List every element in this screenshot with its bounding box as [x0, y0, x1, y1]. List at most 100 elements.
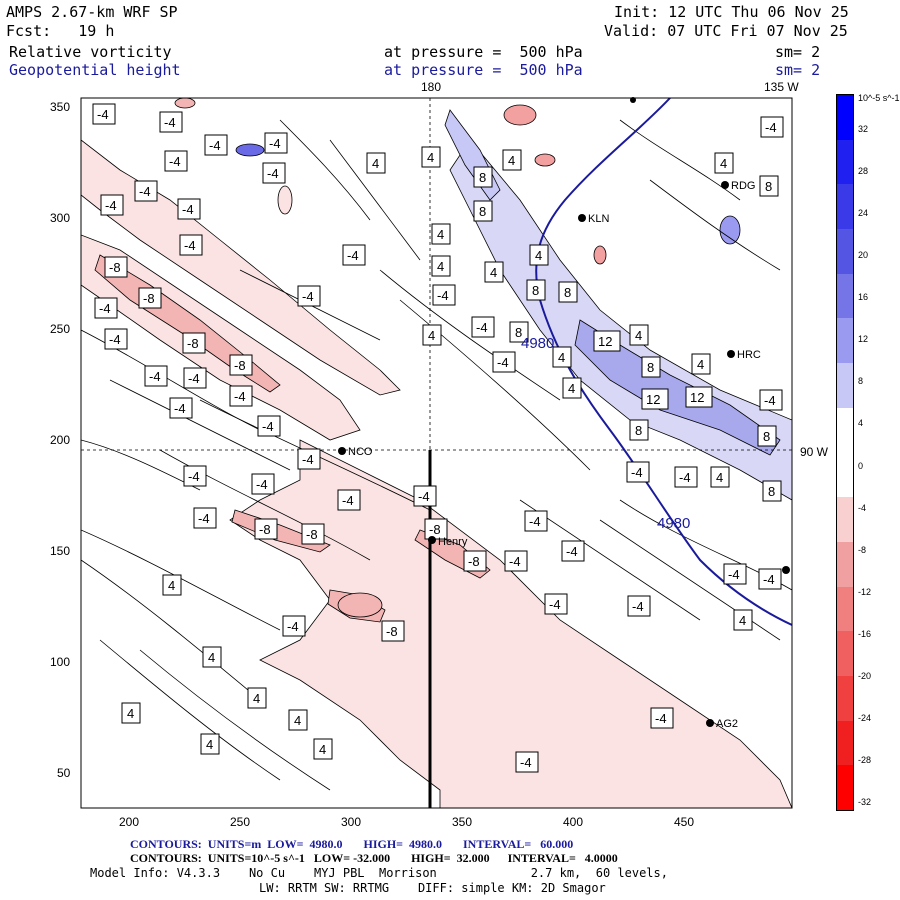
field1-name: Relative vorticity: [9, 43, 172, 61]
colorbar-tick-label: 20: [858, 250, 869, 261]
svg-text:4: 4: [319, 742, 326, 757]
svg-text:-4: -4: [529, 514, 541, 529]
neg-vort-band-nw2: [81, 139, 401, 396]
svg-text:8: 8: [768, 484, 775, 499]
colorbar-tick-label: 28: [858, 166, 869, 177]
svg-text:4: 4: [208, 650, 215, 665]
vort-label: 4: [247, 687, 267, 709]
vort-label: 8: [629, 419, 649, 441]
colorbar-tick-label: 32: [858, 124, 869, 135]
vort-label: -4: [177, 198, 201, 220]
vort-label: -8: [424, 518, 448, 540]
vort-label: -4: [760, 116, 784, 138]
vort-label: 4: [431, 255, 451, 277]
svg-text:-4: -4: [728, 567, 740, 582]
vort-label: -8: [138, 287, 162, 309]
station-hrc: HRC: [737, 349, 761, 361]
svg-text:-4: -4: [497, 355, 509, 370]
colorbar-tick-label: 24: [858, 208, 869, 219]
vort-label: 4: [552, 346, 572, 368]
svg-text:-4: -4: [566, 544, 578, 559]
vort-label: -8: [229, 354, 253, 376]
vort-label: -4: [626, 461, 650, 483]
svg-text:-4: -4: [655, 711, 667, 726]
colorbar-segment: [837, 586, 853, 632]
vort-label: 4: [288, 709, 308, 731]
svg-text:-4: -4: [109, 332, 121, 347]
vort-label: 4: [421, 146, 441, 168]
x-tick-350: 350: [452, 815, 473, 829]
svg-text:8: 8: [479, 204, 486, 219]
svg-text:4: 4: [168, 578, 175, 593]
vort-label: -4: [627, 595, 651, 617]
colorbar-tick-label: 4: [858, 418, 864, 429]
field1-smoothing: sm= 2: [775, 43, 821, 61]
x-tick-300: 300: [341, 815, 362, 829]
svg-text:8: 8: [515, 325, 522, 340]
svg-text:-4: -4: [302, 452, 314, 467]
svg-text:-4: -4: [149, 369, 161, 384]
vort-label: -4: [650, 707, 674, 729]
svg-text:-4: -4: [267, 166, 279, 181]
vort-cell-2: [503, 104, 537, 126]
svg-text:-4: -4: [256, 477, 268, 492]
vort-label: -8: [301, 523, 325, 545]
svg-text:-4: -4: [269, 136, 281, 151]
y-tick-300: 300: [50, 211, 71, 225]
colorbar-segment: [837, 229, 853, 274]
vort-label: 4: [366, 152, 386, 174]
field2-name: Geopotential height: [9, 61, 181, 79]
vort-label: 8: [473, 200, 493, 222]
colorbar-unit-label: 10^-5 s^-1: [858, 93, 900, 103]
svg-text:-8: -8: [143, 291, 155, 306]
vort-label: -4: [337, 489, 361, 511]
svg-text:-8: -8: [468, 554, 480, 569]
svg-text:4: 4: [558, 350, 565, 365]
colorbar-segment: [837, 541, 853, 587]
y-tick-200: 200: [50, 433, 71, 447]
svg-text:-4: -4: [139, 184, 151, 199]
svg-text:-4: -4: [262, 419, 274, 434]
vort-label: -4: [504, 550, 528, 572]
svg-text:12: 12: [646, 392, 660, 407]
svg-text:-4: -4: [437, 288, 449, 303]
svg-text:-8: -8: [109, 260, 121, 275]
vort-label: -8: [182, 332, 206, 354]
init-time: Init: 12 UTC Thu 06 Nov 25: [614, 3, 849, 21]
station-kln: KLN: [588, 213, 609, 225]
vort-cell-7: [174, 98, 196, 109]
vort-label: 4: [710, 466, 730, 488]
vort-label: -4: [251, 473, 275, 495]
svg-text:-4: -4: [287, 619, 299, 634]
svg-text:4: 4: [127, 706, 134, 721]
height-label-4980-south: 4980: [657, 515, 690, 532]
vort-label: -4: [413, 485, 437, 507]
station-rdg: RDG: [731, 180, 755, 192]
forecast-hour: Fcst: 19 h: [6, 22, 115, 40]
vort-label: -4: [92, 103, 116, 125]
vort-label: -4: [515, 751, 539, 773]
svg-text:8: 8: [532, 283, 539, 298]
x-tick-250: 250: [230, 815, 251, 829]
vort-label: 8: [473, 166, 493, 188]
vort-label: -4: [282, 615, 306, 637]
vort-label: 12: [641, 388, 669, 410]
svg-text:-4: -4: [174, 401, 186, 416]
vort-label: -4: [134, 180, 158, 202]
x-tick-200: 200: [119, 815, 140, 829]
svg-text:12: 12: [690, 390, 704, 405]
svg-text:-4: -4: [764, 393, 776, 408]
svg-text:4: 4: [508, 153, 515, 168]
colorbar-segment: [837, 95, 853, 140]
svg-text:-4: -4: [169, 154, 181, 169]
vort-label: -4: [94, 297, 118, 319]
svg-text:8: 8: [564, 285, 571, 300]
vort-cell-4: [719, 215, 741, 245]
vort-label: 4: [529, 244, 549, 266]
y-tick-100: 100: [50, 655, 71, 669]
svg-text:-4: -4: [765, 120, 777, 135]
vort-label: 8: [762, 480, 782, 502]
svg-text:4: 4: [372, 156, 379, 171]
vort-cell-1: [235, 143, 265, 157]
